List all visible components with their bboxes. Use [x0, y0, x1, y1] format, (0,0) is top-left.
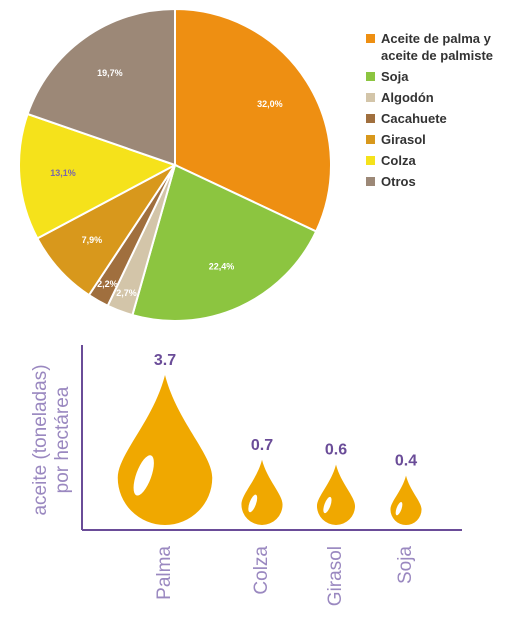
slice-label: 19,7%	[97, 68, 123, 78]
legend-item: Girasol	[366, 131, 516, 148]
pie-slice	[18, 112, 178, 240]
legend-swatch	[366, 34, 375, 43]
oil-drop	[241, 459, 283, 525]
legend-swatch	[366, 93, 375, 102]
value-label: 3.7	[154, 352, 176, 369]
pie-slice	[26, 7, 176, 167]
x-tick-label: Soja	[395, 546, 416, 584]
legend-label: Algodón	[381, 90, 434, 105]
value-label: 0.7	[251, 437, 273, 454]
y-axis-label: aceite (toneladas)	[30, 364, 51, 515]
x-tick-label: Girasol	[325, 546, 346, 606]
legend-swatch	[366, 177, 375, 186]
legend-item: Colza	[366, 152, 516, 169]
slice-label: 13,1%	[50, 168, 76, 178]
legend-item: Otros	[366, 173, 516, 190]
value-label: 0.6	[325, 442, 347, 459]
drop-highlight	[323, 496, 332, 514]
legend-swatch	[366, 72, 375, 81]
slice-label: 2,7%	[116, 288, 137, 298]
legend-swatch	[366, 135, 375, 144]
slice-label: 32,0%	[257, 99, 283, 109]
legend-label: Soja	[381, 69, 409, 84]
legend: Aceite de palma y aceite de palmiste Soja…	[366, 30, 516, 194]
x-tick-label: Palma	[154, 546, 175, 600]
legend-label: Colza	[381, 153, 416, 168]
y-axis-label: por hectárea	[52, 386, 73, 493]
legend-label: Girasol	[381, 132, 426, 147]
legend-label: Aceite de palma y aceite de palmiste	[381, 31, 493, 63]
pie-slice	[174, 7, 332, 233]
oil-drop	[316, 464, 356, 525]
pie-slice	[131, 163, 318, 322]
drop-highlight	[133, 455, 154, 496]
legend-label: Otros	[381, 174, 416, 189]
slice-label: 2,2%	[97, 279, 118, 289]
drop-highlight	[395, 502, 403, 516]
oil-drop	[117, 375, 213, 525]
slice-label: 7,9%	[82, 235, 103, 245]
x-tick-label: Colza	[251, 546, 272, 595]
oil-drop	[390, 475, 422, 525]
legend-item: Cacahuete	[366, 110, 516, 127]
legend-item: Aceite de palma y aceite de palmiste	[366, 30, 516, 64]
legend-label: Cacahuete	[381, 111, 447, 126]
legend-item: Soja	[366, 68, 516, 85]
legend-swatch	[366, 114, 375, 123]
legend-item: Algodón	[366, 89, 516, 106]
value-label: 0.4	[395, 453, 417, 470]
legend-swatch	[366, 156, 375, 165]
drop-highlight	[248, 494, 258, 513]
slice-label: 22,4%	[209, 262, 235, 272]
